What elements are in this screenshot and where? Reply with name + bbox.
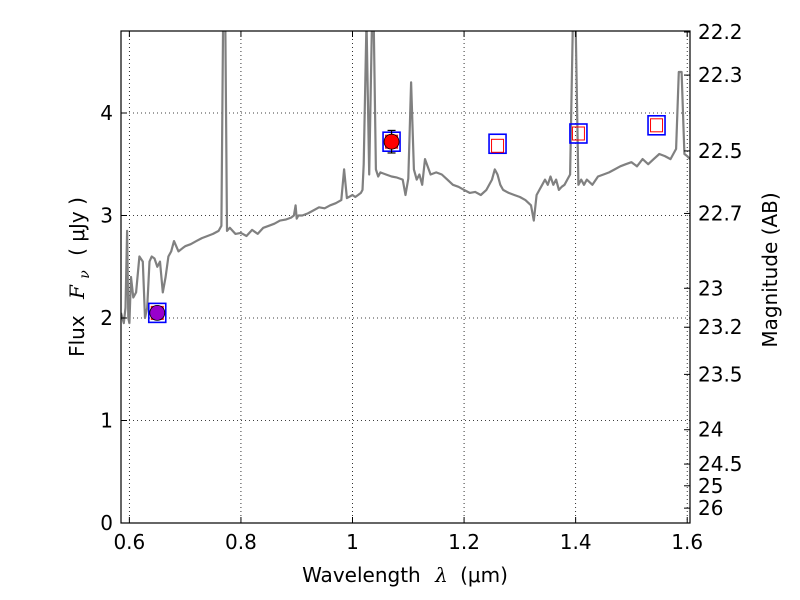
mag-tick-label-10: 26 — [698, 496, 723, 520]
mag-tick-label-7: 24 — [698, 418, 723, 442]
photometry-square-3 — [569, 123, 588, 144]
mag-tick-label-3: 22.7 — [698, 201, 743, 225]
y-tick-label-0: 0 — [100, 511, 113, 535]
y-tick-label-3: 3 — [100, 204, 113, 228]
x-axis-title: Wavelength λ (μm) — [302, 563, 508, 587]
x-tick-label-1: 0.8 — [225, 530, 257, 554]
photometry-square-4 — [647, 115, 666, 136]
x-tick-label-4: 1.4 — [560, 530, 592, 554]
mag-tick-label-8: 24.5 — [698, 452, 743, 476]
y2-axis-title: Magnitude (AB) — [758, 192, 782, 347]
photometry-square-2 — [488, 133, 507, 155]
mag-tick-label-1: 22.3 — [698, 63, 743, 87]
y-axis-title-prefix: Flux — [65, 315, 89, 357]
photometry-square-0 — [147, 302, 167, 324]
mag-tick-label-5: 23.2 — [698, 315, 743, 339]
y-axis-title-unit: ( μJy ) — [65, 197, 89, 256]
spectrum-line — [121, 31, 690, 325]
y-ticks: 0 1 2 3 4 — [100, 101, 127, 535]
mag-tick-label-0: 22.2 — [698, 20, 743, 44]
y-tick-label-4: 4 — [100, 101, 113, 125]
y-axis-title-subscript: ν — [77, 270, 93, 279]
x-tick-label-2: 1 — [346, 530, 359, 554]
plot-background — [121, 31, 690, 523]
mag-tick-label-9: 25 — [698, 474, 723, 498]
x-axis-title-symbol: λ — [434, 563, 448, 587]
plot-frame — [120, 30, 691, 524]
y-axis-title: Flux F ν ( μJy ) — [65, 197, 94, 357]
x-axis-title-prefix: Wavelength — [302, 563, 421, 587]
mag-tick-label-6: 23.5 — [698, 362, 743, 386]
mag-tick-label-4: 23 — [698, 276, 723, 300]
y-axis-title-symbol: F — [65, 284, 89, 300]
x-tick-label-3: 1.2 — [448, 530, 480, 554]
mag-tick-label-2: 22.5 — [698, 139, 743, 163]
measured-point-1 — [383, 133, 400, 150]
model-square-2 — [491, 138, 505, 153]
y-tick-label-1: 1 — [100, 409, 113, 433]
measured-point-0 — [149, 304, 166, 321]
x-tick-label-0: 0.6 — [113, 530, 145, 554]
model-square-3 — [571, 126, 585, 141]
x-tick-label-5: 1.6 — [671, 530, 703, 554]
spectrum-layer — [121, 31, 690, 325]
grid-lines — [121, 31, 690, 523]
x-ticks: 0.6 0.8 1 1.2 1.4 1.6 — [113, 31, 703, 554]
y-tick-label-2: 2 — [100, 306, 113, 330]
x-axis-title-unit: (μm) — [460, 563, 508, 587]
markers-layer — [147, 115, 666, 324]
model-square-4 — [650, 118, 664, 133]
